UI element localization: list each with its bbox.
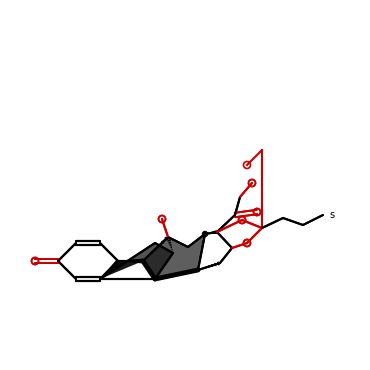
Polygon shape	[100, 243, 173, 279]
Text: s: s	[329, 210, 334, 220]
Polygon shape	[205, 230, 217, 234]
Polygon shape	[100, 260, 120, 279]
Polygon shape	[118, 259, 143, 263]
Polygon shape	[100, 261, 143, 279]
Polygon shape	[143, 234, 205, 279]
Circle shape	[202, 232, 208, 236]
